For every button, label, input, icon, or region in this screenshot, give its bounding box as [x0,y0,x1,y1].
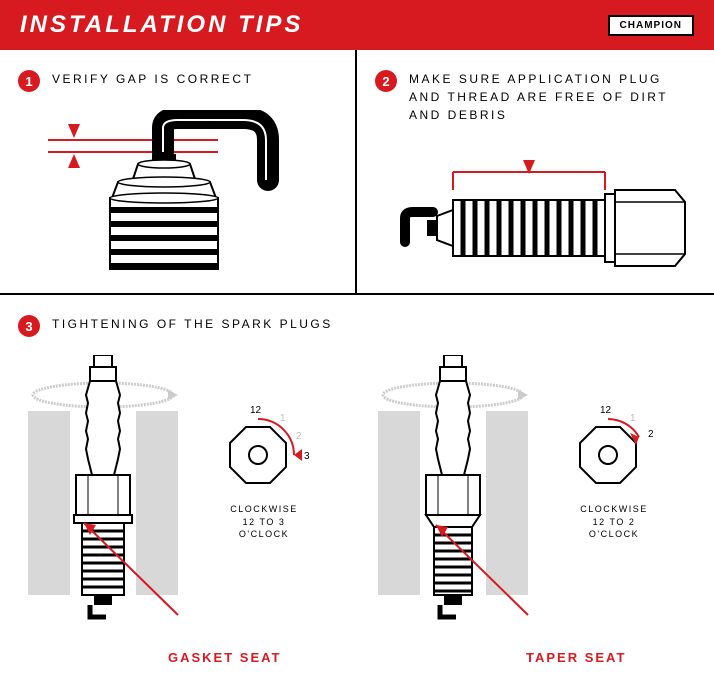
gasket-seat-column: 12 1 2 3 CLOCKWISE 12 TO 3 O'CLOCK GASKE… [18,355,348,665]
tightening-diagrams: 12 1 2 3 CLOCKWISE 12 TO 3 O'CLOCK GASKE… [18,355,696,665]
clock-2-right: 2 [648,429,654,440]
clock-1-right-grey: 1 [630,413,636,424]
diagram-thread [375,142,696,302]
step-text-2: MAKE SURE APPLICATION PLUG AND THREAD AR… [409,70,696,124]
panel-clean-thread: 2 MAKE SURE APPLICATION PLUG AND THREAD … [357,50,714,293]
gasket-seat-illustration [18,355,348,645]
step-text-1: VERIFY GAP IS CORRECT [52,70,253,88]
taper-seat-column: 12 1 2 CLOCKWISE 12 TO 2 O'CLOCK TAPER S… [368,355,698,665]
diagram-gap [18,110,337,270]
taper-seat-illustration [368,355,698,645]
clock-title-right: CLOCKWISE [580,504,648,514]
clockwise-label-right: CLOCKWISE 12 TO 2 O'CLOCK [574,503,654,541]
brand-badge: CHAMPION [608,15,694,36]
step-number-1: 1 [18,70,40,92]
header-bar: INSTALLATION TIPS CHAMPION [0,0,714,50]
taper-seat-label: TAPER SEAT [526,650,626,665]
step-number-3: 3 [18,315,40,337]
clock-2-left-grey: 2 [296,431,302,442]
clock-title-left: CLOCKWISE [230,504,298,514]
clock-range-right: 12 TO 2 O'CLOCK [589,517,639,540]
clock-1-left-grey: 1 [280,413,286,424]
clock-12-left: 12 [250,405,261,416]
clock-12-right: 12 [600,405,611,416]
step-number-2: 2 [375,70,397,92]
panel-tightening: 3 TIGHTENING OF THE SPARK PLUGS [0,295,714,695]
step-header-1: 1 VERIFY GAP IS CORRECT [18,70,337,92]
clockwise-label-left: CLOCKWISE 12 TO 3 O'CLOCK [224,503,304,541]
clock-3-left: 3 [304,451,310,462]
clock-range-left: 12 TO 3 O'CLOCK [239,517,289,540]
page-title: INSTALLATION TIPS [20,11,303,39]
top-row: 1 VERIFY GAP IS CORRECT [0,50,714,295]
panel-verify-gap: 1 VERIFY GAP IS CORRECT [0,50,357,293]
step-header-2: 2 MAKE SURE APPLICATION PLUG AND THREAD … [375,70,696,124]
gap-illustration [18,110,338,270]
step-text-3: TIGHTENING OF THE SPARK PLUGS [52,315,333,333]
thread-illustration [375,142,695,302]
step-header-3: 3 TIGHTENING OF THE SPARK PLUGS [18,315,696,337]
gasket-seat-label: GASKET SEAT [168,650,282,665]
